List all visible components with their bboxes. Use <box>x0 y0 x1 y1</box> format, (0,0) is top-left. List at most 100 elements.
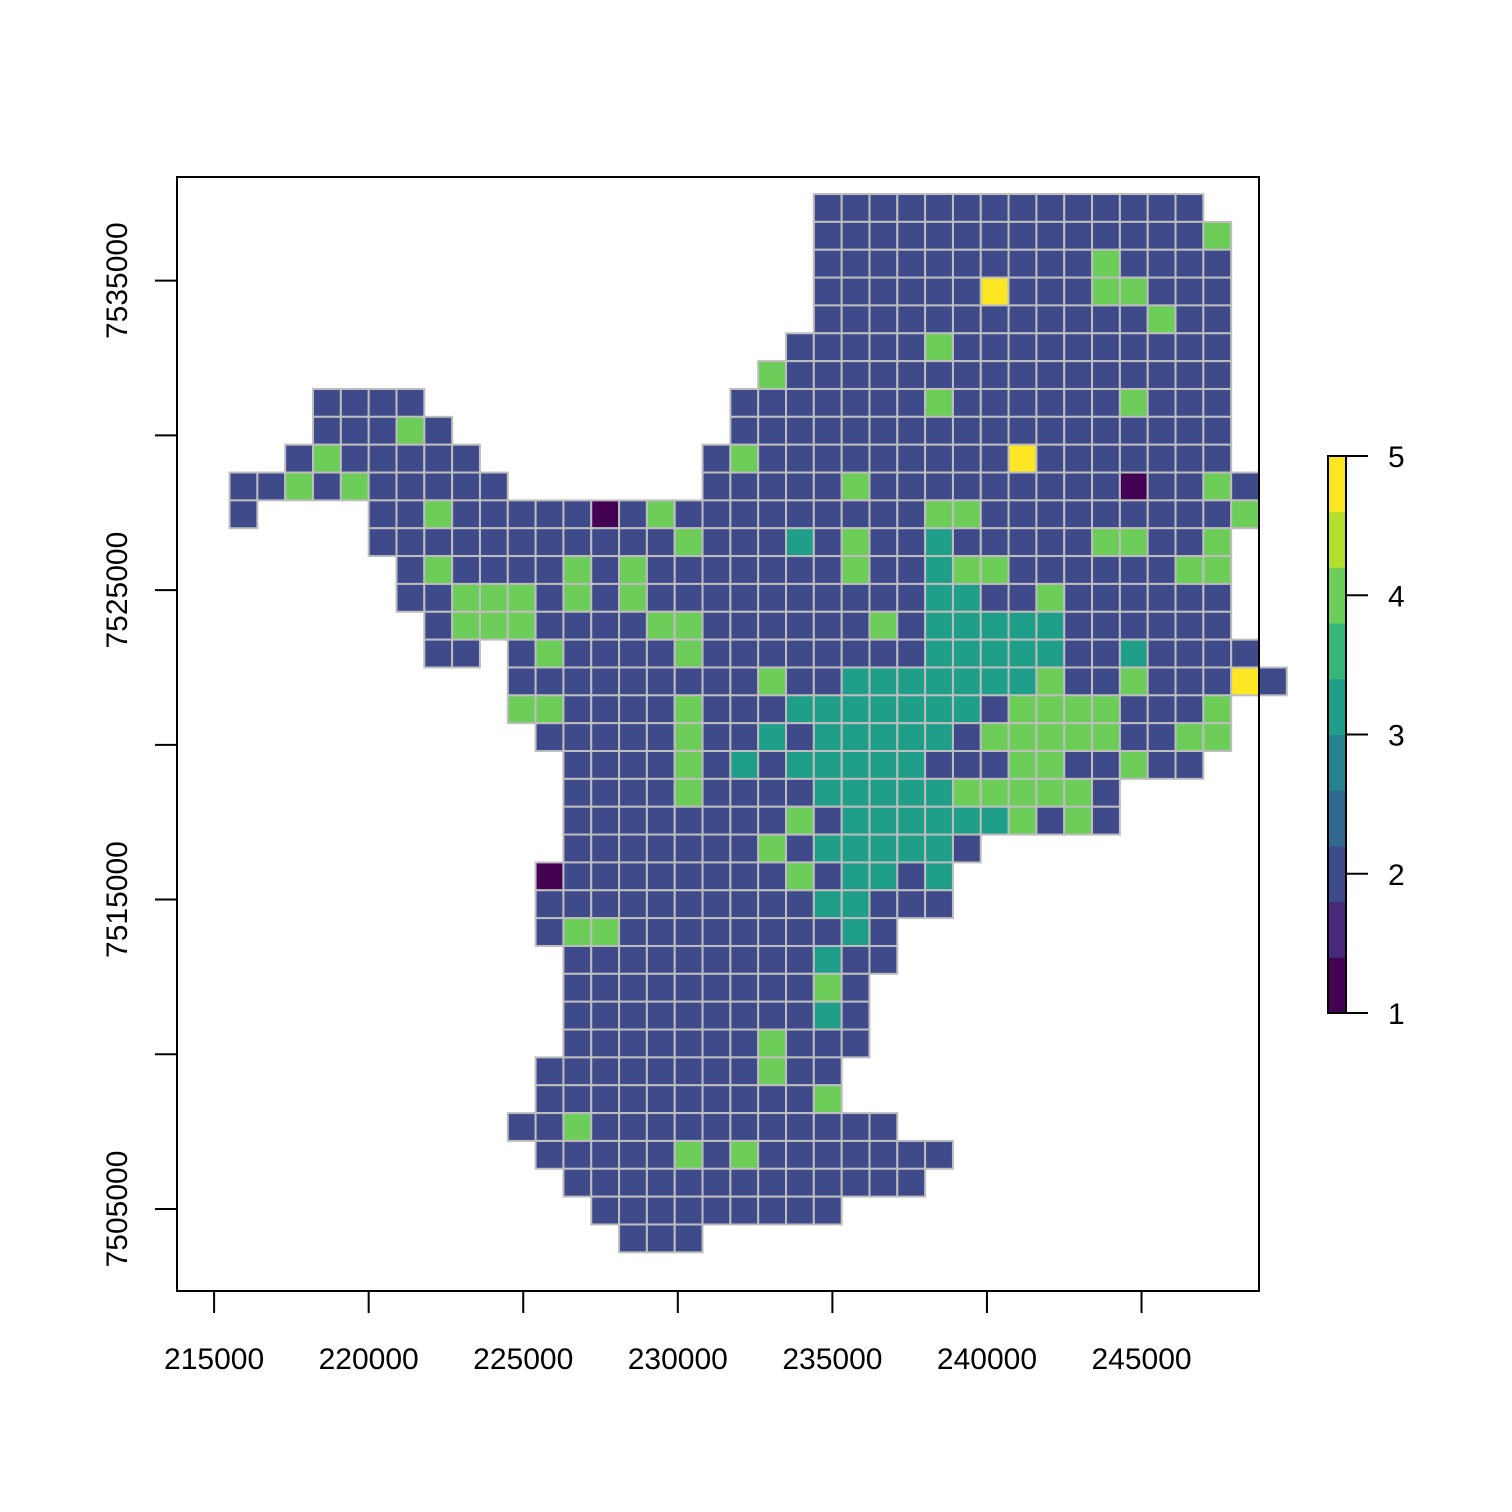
raster-cell <box>729 917 760 947</box>
raster-cell <box>979 332 1010 363</box>
raster-cell <box>812 1084 843 1115</box>
raster-cell <box>1174 360 1205 390</box>
raster-cell <box>868 610 899 641</box>
raster-cell <box>590 1195 621 1226</box>
raster-cell <box>979 220 1010 251</box>
raster-cell <box>757 1112 788 1142</box>
raster-cell <box>840 415 871 446</box>
raster-cell <box>645 861 676 892</box>
raster-cell <box>228 499 259 530</box>
raster-cell <box>812 1139 843 1170</box>
raster-cell <box>645 972 676 1003</box>
raster-cell <box>312 387 342 418</box>
raster-cell <box>785 1195 815 1226</box>
raster-cell <box>812 666 843 697</box>
raster-cell <box>812 889 843 920</box>
raster-cell <box>729 638 760 669</box>
raster-cell <box>757 527 788 558</box>
raster-cell <box>1007 387 1038 418</box>
raster-cell <box>1202 499 1233 530</box>
raster-cell <box>339 471 370 502</box>
raster-cell <box>868 387 899 418</box>
raster-cell <box>924 276 954 307</box>
raster-cell <box>785 1000 815 1031</box>
raster-cell <box>1230 638 1261 669</box>
raster-cell <box>757 582 788 613</box>
raster-cell <box>1035 499 1066 530</box>
raster-cell <box>645 833 676 864</box>
raster-cell <box>534 861 565 892</box>
raster-cell <box>729 889 760 920</box>
raster-cell <box>534 889 565 920</box>
raster-cell <box>785 694 815 725</box>
raster-cell <box>423 415 454 446</box>
raster-cell <box>729 1028 760 1059</box>
raster-cell <box>562 944 593 975</box>
raster-cell <box>701 861 732 892</box>
raster-cell <box>1063 248 1094 279</box>
raster-cell <box>840 276 871 307</box>
raster-cell <box>1118 220 1149 251</box>
raster-cell <box>673 889 704 920</box>
raster-cell <box>951 555 982 585</box>
raster-cell <box>729 666 760 697</box>
raster-cell <box>757 666 788 697</box>
raster-cell <box>812 582 843 613</box>
raster-cell <box>701 1084 732 1115</box>
raster-cell <box>1035 193 1066 223</box>
raster-cell <box>701 666 732 697</box>
raster-cell <box>1146 193 1177 223</box>
raster-cell <box>1118 499 1149 530</box>
raster-cell <box>395 499 426 530</box>
raster-cell <box>757 1139 788 1170</box>
raster-cell <box>979 499 1010 530</box>
raster-cell <box>924 248 954 279</box>
raster-cell <box>979 555 1010 585</box>
raster-cell <box>951 805 982 836</box>
raster-cell <box>562 833 593 864</box>
raster-cell <box>812 332 843 363</box>
raster-cell <box>785 1112 815 1142</box>
raster-cell <box>979 638 1010 669</box>
raster-cell <box>868 833 899 864</box>
raster-cell <box>840 220 871 251</box>
raster-cell <box>896 861 927 892</box>
raster-cell <box>367 387 398 418</box>
raster-cell <box>1063 193 1094 223</box>
raster-cell <box>590 750 621 780</box>
x-tick-label: 245000 <box>1091 1343 1191 1376</box>
raster-cell <box>979 610 1010 641</box>
raster-cell <box>1146 276 1177 307</box>
raster-cell <box>840 555 871 585</box>
raster-cell <box>1091 582 1121 613</box>
raster-cell <box>757 443 788 474</box>
raster-cell <box>1146 471 1177 502</box>
raster-cell <box>1007 193 1038 223</box>
raster-cell <box>951 276 982 307</box>
raster-cell <box>868 777 899 808</box>
raster-cell <box>840 1167 871 1198</box>
raster-cell <box>478 527 509 558</box>
raster-cell <box>840 944 871 975</box>
raster-cell <box>618 1028 648 1059</box>
raster-cell <box>562 694 593 725</box>
raster-cell <box>645 805 676 836</box>
raster-cell <box>896 387 927 418</box>
raster-cell <box>785 610 815 641</box>
raster-cell <box>1035 276 1066 307</box>
raster-cell <box>896 276 927 307</box>
raster-cell <box>868 944 899 975</box>
raster-cell <box>1007 610 1038 641</box>
raster-cell <box>1091 722 1121 753</box>
raster-cell <box>1091 304 1121 335</box>
raster-cell <box>951 610 982 641</box>
raster-cell <box>812 471 843 502</box>
raster-cell <box>1091 499 1121 530</box>
raster-cell <box>1118 276 1149 307</box>
raster-cell <box>1118 610 1149 641</box>
raster-cell <box>1202 471 1233 502</box>
raster-cell <box>924 861 954 892</box>
raster-cell <box>1091 415 1121 446</box>
raster-cell <box>896 332 927 363</box>
raster-cell <box>868 861 899 892</box>
